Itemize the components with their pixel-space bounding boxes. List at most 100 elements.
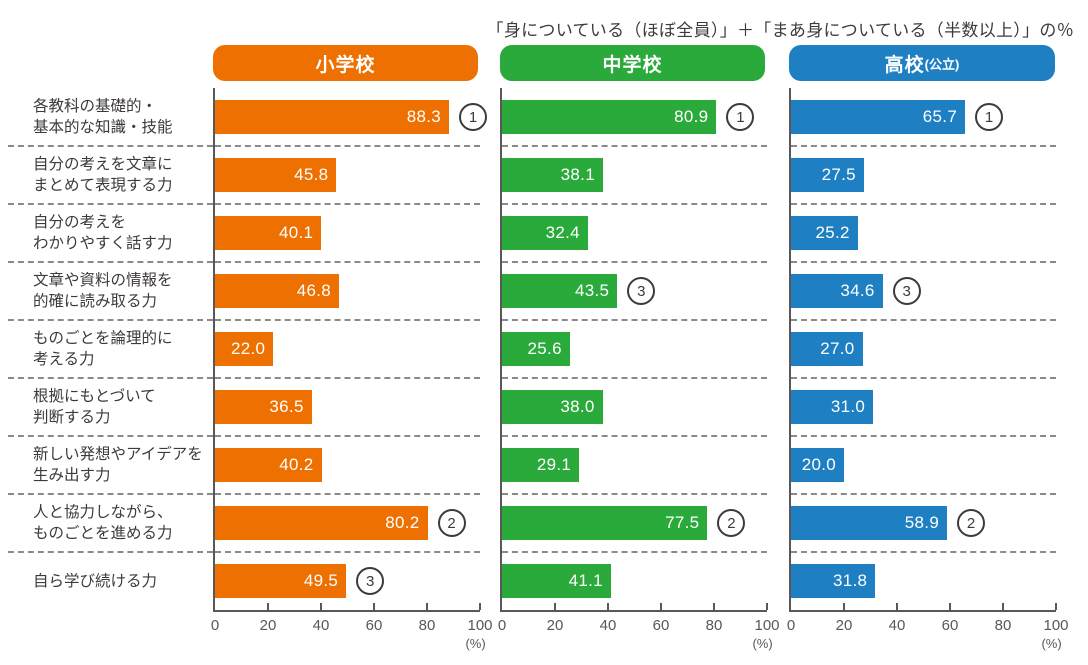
x-axis-tick-label: 0	[210, 617, 220, 634]
x-axis-tick	[607, 603, 609, 610]
x-axis-tick-label: 20	[546, 617, 564, 634]
legend-pill-label: 高校	[884, 54, 925, 76]
data-bar: 38.0	[502, 390, 603, 424]
row-separator-dashed	[791, 261, 1056, 263]
x-axis-unit-label: (%)	[465, 636, 486, 651]
row-separator-dashed	[8, 261, 213, 263]
data-bar: 46.8	[215, 274, 340, 308]
x-axis-tick-label: 40	[888, 617, 906, 634]
x-axis-tick-label: 0	[497, 617, 507, 634]
row-separator-dashed	[215, 203, 480, 205]
data-bar: 20.0	[791, 448, 844, 482]
row-separator-dashed	[8, 319, 213, 321]
category-label-line: ものごとを論理的に	[33, 330, 173, 347]
row-separator-dashed	[8, 203, 213, 205]
row-separator-dashed	[215, 377, 480, 379]
row-separator-dashed	[8, 145, 213, 147]
rank-circle-badge: 2	[957, 509, 986, 537]
row-separator-dashed	[502, 435, 767, 437]
data-bar: 43.5	[502, 274, 618, 308]
x-axis-unit-label: (%)	[752, 636, 773, 651]
data-bar: 58.9	[791, 506, 948, 540]
category-label-line: 自分の考えを文章に	[33, 156, 173, 173]
row-separator-dashed	[791, 145, 1056, 147]
legend-pill-junior-high-school: 中学校	[500, 45, 765, 81]
category-label: 根拠にもとづいて 判断する力	[33, 378, 211, 436]
data-bar: 32.4	[502, 216, 588, 250]
legend-pill-note: (公立)	[924, 56, 960, 72]
legend-pill-label: 中学校	[602, 54, 663, 76]
data-bar: 41.1	[502, 564, 611, 598]
legend-pill-elementary-school: 小学校	[213, 45, 478, 81]
x-axis-tick-label: 60	[652, 617, 670, 634]
row-separator-dashed	[791, 203, 1056, 205]
x-axis-tick	[554, 603, 556, 610]
x-axis-tick	[713, 603, 715, 610]
data-bar: 45.8	[215, 158, 337, 192]
bar-value-label: 27.0	[820, 339, 855, 358]
category-label-line: 根拠にもとづいて	[33, 388, 156, 405]
bar-value-label: 22.0	[231, 339, 266, 358]
row-separator-dashed	[502, 203, 767, 205]
data-bar: 65.7	[791, 100, 966, 134]
chart-panel-elementary: 88.3 1 45.8 40.1 46.8 22.0 36.5 40.2 80.2 2 49.5 3 0…	[211, 88, 493, 651]
x-axis-tick-label: 100	[754, 617, 780, 634]
category-label-line: わかりやすく話す力	[33, 235, 173, 252]
data-bar: 38.1	[502, 158, 603, 192]
bar-value-label: 41.1	[568, 571, 603, 590]
x-axis-tick-label: 100	[1043, 617, 1069, 634]
data-bar: 22.0	[215, 332, 274, 366]
x-axis-tick-label: 0	[786, 617, 796, 634]
bar-value-label: 38.1	[560, 165, 595, 184]
bar-value-label: 31.0	[830, 397, 866, 416]
row-separator-dashed	[791, 435, 1056, 437]
x-axis-tick-label: 80	[418, 617, 436, 634]
data-bar: 27.5	[791, 158, 864, 192]
row-separator-dashed	[791, 551, 1056, 553]
category-label-line: 自ら学び続ける力	[33, 572, 158, 590]
category-label-line: まとめて表現する力	[33, 177, 173, 194]
bar-value-label: 34.6	[840, 281, 875, 300]
row-separator-dashed	[215, 145, 480, 147]
row-separator-dashed	[502, 377, 767, 379]
x-axis-tick-label: 60	[941, 617, 959, 634]
rank-circle-badge: 2	[717, 509, 746, 537]
bar-value-label: 77.5	[665, 513, 700, 532]
row-separator-dashed	[791, 319, 1056, 321]
row-separator-dashed	[8, 377, 213, 379]
category-label: 文章や資料の情報を 的確に読み取る力	[33, 262, 211, 320]
x-axis-tick	[896, 603, 898, 610]
bar-value-label: 40.2	[279, 455, 314, 474]
x-axis-tick	[320, 603, 322, 610]
row-separator-dashed	[791, 377, 1056, 379]
bar-value-label: 49.5	[303, 571, 339, 590]
data-bar: 34.6	[791, 274, 883, 308]
bar-value-label: 25.6	[527, 339, 562, 358]
category-label-line: 各教科の基礎的・	[33, 98, 158, 115]
x-axis-tick	[373, 603, 375, 610]
x-axis-tick-label: 80	[705, 617, 723, 634]
category-labels-column: 各教科の基礎的・ 基本的な知識・技能 自分の考えを文章に まとめて表現する力 自分の考え…	[0, 88, 213, 610]
row-separator-dashed	[215, 493, 480, 495]
bar-value-label: 65.7	[922, 107, 958, 126]
data-bar: 49.5	[215, 564, 347, 598]
x-axis-tick-label: 100	[467, 617, 493, 634]
category-label-line: ものごとを進める力	[33, 525, 173, 542]
bar-value-label: 58.9	[904, 513, 940, 532]
data-bar: 31.8	[791, 564, 876, 598]
data-bar: 88.3	[215, 100, 449, 134]
x-axis-tick-label: 80	[994, 617, 1012, 634]
category-label-line: 生み出す力	[33, 467, 111, 484]
row-separator-dashed	[8, 435, 213, 437]
category-label: 自分の考えを わかりやすく話す力	[33, 204, 211, 262]
rank-circle-badge: 1	[726, 103, 755, 131]
bar-value-label: 88.3	[406, 107, 441, 126]
data-bar: 77.5	[502, 506, 708, 540]
x-axis-tick-label: 20	[259, 617, 277, 634]
x-axis-tick	[949, 603, 951, 610]
x-axis-tick	[843, 603, 845, 610]
data-bar: 27.0	[791, 332, 863, 366]
data-bar: 80.2	[215, 506, 428, 540]
bar-value-label: 46.8	[296, 281, 332, 300]
